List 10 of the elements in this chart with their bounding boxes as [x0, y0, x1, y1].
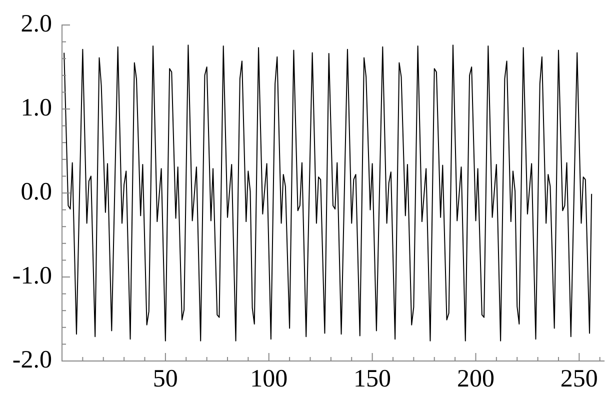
x-tick-label: 50: [152, 366, 178, 393]
x-tick-label: 250: [560, 366, 598, 393]
x-tick-label: 200: [456, 366, 494, 393]
y-tick-label: 1.0: [20, 94, 52, 122]
y-tick-label: 0.0: [20, 178, 52, 206]
x-tick-label: 150: [354, 366, 392, 393]
y-tick-label: -2.0: [12, 346, 52, 374]
y-tick-label: 2.0: [20, 10, 52, 38]
y-tick-label: -1.0: [12, 262, 52, 290]
x-tick-label: 100: [250, 366, 288, 393]
